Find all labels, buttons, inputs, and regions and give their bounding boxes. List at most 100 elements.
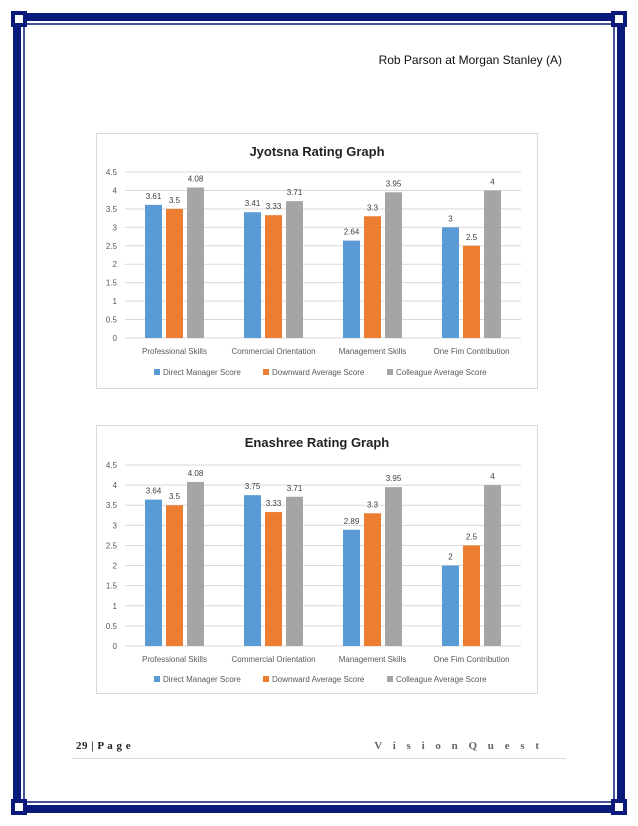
x-tick-label: Professional Skills [142, 347, 207, 356]
data-label: 3.75 [245, 482, 261, 491]
legend-entry: Direct Manager Score [163, 675, 241, 684]
data-label: 3.95 [386, 474, 402, 483]
bar-colleague-average-score [385, 487, 402, 646]
chart-svg: Enashree Rating Graph 0 0.5 1 1.5 2 2.5 3 3.5 4 4.… [106, 435, 521, 684]
bar-downward-average-score [265, 512, 282, 646]
data-label: 2.5 [466, 532, 478, 541]
data-label: 4 [490, 472, 495, 481]
y-tick-label: 3 [113, 223, 118, 232]
bar-direct-manager-score [442, 565, 459, 646]
y-tick-label: 2.5 [106, 242, 118, 251]
bar-direct-manager-score [244, 212, 261, 338]
legend-swatch [263, 369, 269, 375]
bar-colleague-average-score [187, 481, 204, 646]
data-label: 2.5 [466, 233, 478, 242]
page-label: | P a g e [91, 740, 132, 752]
y-tick-label: 0 [113, 334, 118, 343]
bar-colleague-average-score [484, 485, 501, 646]
legend-entry: Colleague Average Score [396, 368, 487, 377]
bar-downward-average-score [364, 216, 381, 338]
bar-colleague-average-score [187, 187, 204, 338]
y-tick-label: 4 [113, 481, 118, 490]
data-label: 3.41 [245, 199, 261, 208]
data-label: 3.3 [367, 203, 379, 212]
x-tick-label: Management Skills [339, 655, 407, 664]
bar-colleague-average-score [484, 190, 501, 338]
legend-entry: Colleague Average Score [396, 675, 487, 684]
data-label: 4 [490, 177, 495, 186]
document-header: Rob Parson at Morgan Stanley (A) [378, 53, 562, 67]
data-label: 3.3 [367, 500, 379, 509]
bar-downward-average-score [166, 505, 183, 646]
legend-swatch [154, 369, 160, 375]
data-label: 3.61 [146, 192, 162, 201]
footer-brand: V i s i o n Q u e s t [374, 740, 543, 752]
legend-entry: Downward Average Score [272, 675, 365, 684]
y-tick-label: 2 [113, 562, 118, 571]
page-number-value: 29 [76, 740, 88, 752]
bar-direct-manager-score [343, 529, 360, 646]
x-tick-label: Commercial Orientation [231, 655, 315, 664]
data-label: 3.33 [266, 202, 282, 211]
bar-downward-average-score [463, 245, 480, 338]
data-label: 4.08 [188, 469, 204, 478]
bar-colleague-average-score [385, 192, 402, 338]
bar-direct-manager-score [442, 227, 459, 338]
data-label: 3.71 [287, 188, 303, 197]
y-tick-label: 3 [113, 521, 118, 530]
y-tick-label: 3.5 [106, 501, 118, 510]
jyotsna-rating-chart: Jyotsna Rating Graph 0 0.5 1 1.5 2 2.5 3 3.5 4 4.5… [96, 133, 538, 389]
bar-colleague-average-score [286, 201, 303, 338]
data-label: 3.71 [287, 484, 303, 493]
legend-entry: Downward Average Score [272, 368, 365, 377]
bar-downward-average-score [265, 215, 282, 338]
data-label: 3.5 [169, 492, 181, 501]
data-label: 3.33 [266, 499, 282, 508]
y-tick-label: 4.5 [106, 168, 118, 177]
data-label: 2 [448, 553, 453, 562]
data-label: 3.95 [386, 179, 402, 188]
x-tick-label: One Fim Contribution [433, 655, 509, 664]
legend-entry: Direct Manager Score [163, 368, 241, 377]
y-tick-label: 4 [113, 186, 118, 195]
bar-colleague-average-score [286, 496, 303, 646]
bar-direct-manager-score [343, 240, 360, 338]
y-tick-label: 0.5 [106, 622, 118, 631]
enashree-rating-chart: Enashree Rating Graph 0 0.5 1 1.5 2 2.5 3 3.5 4 4.… [96, 425, 538, 694]
y-tick-label: 2.5 [106, 541, 118, 550]
y-tick-label: 1 [113, 602, 118, 611]
y-tick-label: 3.5 [106, 205, 118, 214]
legend-swatch [387, 676, 393, 682]
chart-title: Enashree Rating Graph [245, 435, 390, 450]
bar-direct-manager-score [145, 204, 162, 338]
data-label: 2.64 [344, 228, 360, 237]
y-tick-label: 2 [113, 260, 118, 269]
chart-svg: Jyotsna Rating Graph 0 0.5 1 1.5 2 2.5 3 3.5 4 4.5… [106, 144, 521, 377]
data-label: 3.64 [146, 487, 162, 496]
data-label: 3 [448, 214, 453, 223]
chart-title: Jyotsna Rating Graph [249, 144, 384, 159]
bar-downward-average-score [364, 513, 381, 646]
legend-swatch [387, 369, 393, 375]
bar-direct-manager-score [145, 499, 162, 646]
data-label: 4.08 [188, 174, 204, 183]
y-tick-label: 0.5 [106, 316, 118, 325]
page-number: 29 | P a g e [76, 740, 131, 752]
bar-direct-manager-score [244, 495, 261, 646]
bar-downward-average-score [166, 208, 183, 338]
legend-swatch [263, 676, 269, 682]
y-tick-label: 0 [113, 642, 118, 651]
y-tick-label: 1.5 [106, 279, 118, 288]
y-tick-label: 1.5 [106, 582, 118, 591]
legend-swatch [154, 676, 160, 682]
data-label: 3.5 [169, 196, 181, 205]
x-tick-label: Management Skills [339, 347, 407, 356]
data-label: 2.89 [344, 517, 360, 526]
y-tick-label: 4.5 [106, 461, 118, 470]
x-tick-label: Commercial Orientation [231, 347, 315, 356]
x-tick-label: Professional Skills [142, 655, 207, 664]
footer-rule [72, 758, 566, 759]
y-tick-label: 1 [113, 297, 118, 306]
x-tick-label: One Fim Contribution [433, 347, 509, 356]
